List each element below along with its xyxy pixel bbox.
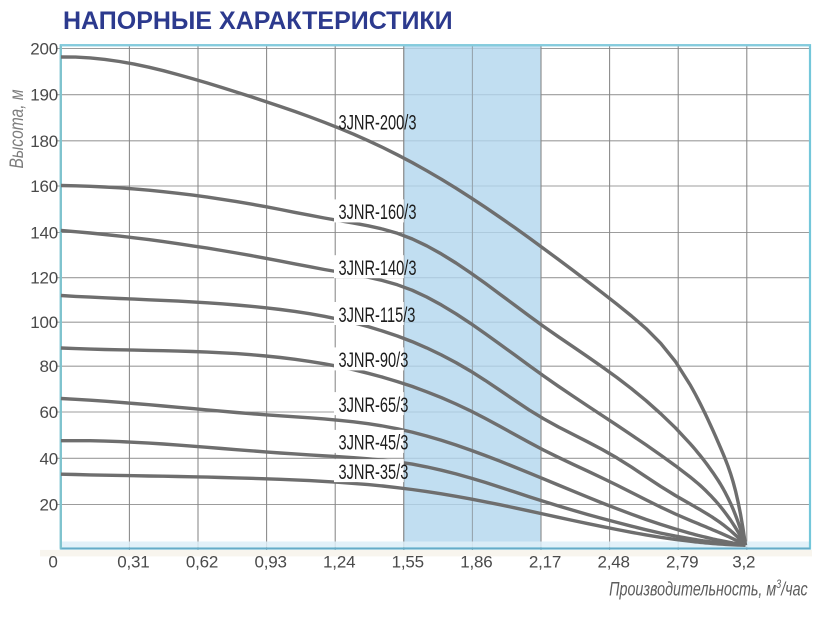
svg-text:3JNR-200/3: 3JNR-200/3	[339, 110, 417, 135]
svg-text:0,62: 0,62	[186, 553, 218, 572]
svg-text:1,86: 1,86	[460, 553, 492, 572]
svg-text:3JNR-115/3: 3JNR-115/3	[339, 302, 416, 327]
svg-text:3JNR-90/3: 3JNR-90/3	[339, 347, 409, 372]
svg-text:0,31: 0,31	[117, 553, 149, 572]
svg-text:60: 60	[39, 403, 58, 422]
svg-text:3JNR-65/3: 3JNR-65/3	[339, 392, 409, 417]
svg-text:190: 190	[30, 86, 58, 105]
svg-text:0,93: 0,93	[254, 553, 286, 572]
svg-text:1,55: 1,55	[392, 553, 424, 572]
svg-text:0: 0	[48, 553, 57, 572]
svg-text:160: 160	[30, 177, 58, 196]
svg-text:120: 120	[30, 269, 58, 288]
svg-text:3,2: 3,2	[732, 553, 755, 572]
svg-text:2,17: 2,17	[529, 553, 561, 572]
svg-text:3JNR-45/3: 3JNR-45/3	[339, 430, 409, 455]
svg-text:200: 200	[30, 40, 58, 59]
svg-text:100: 100	[30, 313, 58, 332]
svg-text:2,48: 2,48	[597, 553, 629, 572]
svg-text:1,24: 1,24	[323, 553, 355, 572]
svg-text:40: 40	[39, 449, 58, 468]
svg-text:80: 80	[39, 357, 58, 376]
svg-text:20: 20	[39, 496, 58, 515]
svg-text:3JNR-35/3: 3JNR-35/3	[339, 459, 409, 484]
svg-text:2,79: 2,79	[666, 553, 698, 572]
svg-text:180: 180	[30, 132, 58, 151]
svg-text:3JNR-140/3: 3JNR-140/3	[339, 255, 417, 280]
svg-text:3JNR-160/3: 3JNR-160/3	[339, 199, 417, 224]
svg-text:140: 140	[30, 224, 58, 243]
